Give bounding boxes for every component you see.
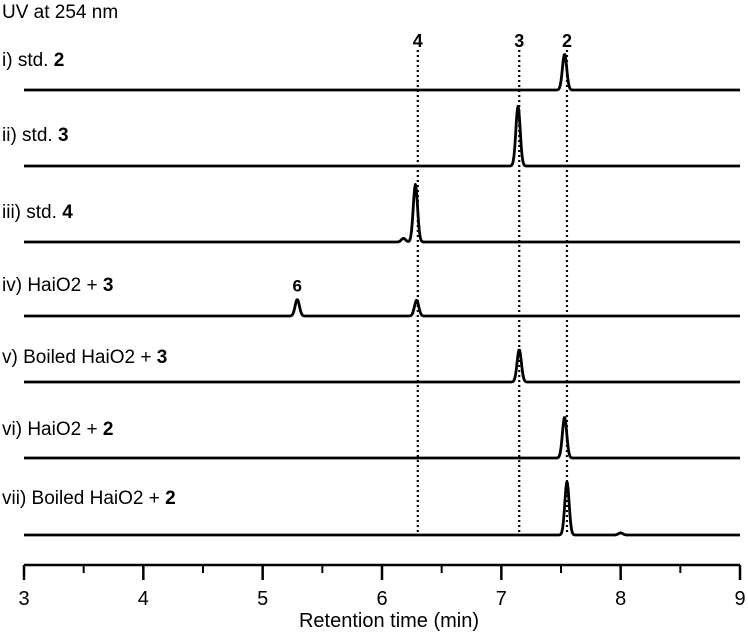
peak-apex xyxy=(563,416,566,418)
tick-label-8: 8 xyxy=(615,588,626,610)
trace-label-prefix: i) std. xyxy=(2,50,54,71)
trace-label-compound: 3 xyxy=(103,275,114,296)
trace-line xyxy=(23,298,741,318)
trace-6: vi) HaiO2 + 2 xyxy=(2,416,741,460)
trace-2: ii) std. 3 xyxy=(2,104,741,168)
peak-apex xyxy=(563,53,566,55)
tick-label-7: 7 xyxy=(496,588,507,610)
peak-apex xyxy=(620,532,622,534)
trace-label-prefix: vii) Boiled HaiO2 + xyxy=(2,488,165,509)
trace-label: v) Boiled HaiO2 + 3 xyxy=(2,347,167,368)
trace-line xyxy=(23,183,741,244)
trace-label-prefix: v) Boiled HaiO2 + xyxy=(2,347,157,368)
trace-label-prefix: iv) HaiO2 + xyxy=(2,275,103,296)
trace-label-compound: 2 xyxy=(165,488,176,509)
reference-label-2: 2 xyxy=(562,31,572,51)
peak-apex xyxy=(518,349,520,351)
tick-label-5: 5 xyxy=(257,588,268,610)
trace-line xyxy=(23,104,741,168)
trace-5: v) Boiled HaiO2 + 3 xyxy=(2,347,741,384)
trace-label: iii) std. 4 xyxy=(2,202,73,223)
trace-label-prefix: iii) std. xyxy=(2,202,62,223)
tick-label-4: 4 xyxy=(138,588,149,610)
trace-line xyxy=(23,53,741,92)
peak-apex xyxy=(517,105,519,107)
peak-apex xyxy=(402,237,405,239)
trace-label: iv) HaiO2 + 3 xyxy=(2,275,113,296)
x-axis-label: Retention time (min) xyxy=(299,610,479,632)
trace-line xyxy=(23,416,741,460)
trace-label: vi) HaiO2 + 2 xyxy=(2,419,113,440)
trace-label-compound: 3 xyxy=(157,347,168,368)
peak-apex xyxy=(416,299,418,301)
peak-apex xyxy=(296,298,298,301)
trace-label-prefix: vi) HaiO2 + xyxy=(2,419,103,440)
trace-label: ii) std. 3 xyxy=(2,125,69,146)
trace-label-compound: 2 xyxy=(103,419,114,440)
chart-title: UV at 254 nm xyxy=(2,2,118,23)
trace-7: vii) Boiled HaiO2 + 2 xyxy=(2,481,741,537)
tick-label-3: 3 xyxy=(18,588,29,610)
reference-label-4: 4 xyxy=(413,31,423,51)
trace-3: iii) std. 4 xyxy=(2,183,741,244)
chromatogram-traces: i) std. 2 ii) std. 3 iii) std. 4 iv) HaiO2 … xyxy=(2,50,741,537)
reference-label-3: 3 xyxy=(514,31,524,51)
tick-label-9: 9 xyxy=(734,588,745,610)
x-axis: 3 4 5 6 7 8 9 xyxy=(18,563,746,610)
trace-1: i) std. 2 xyxy=(2,50,741,92)
trace-label-compound: 4 xyxy=(62,202,73,223)
tick-label-6: 6 xyxy=(376,588,387,610)
peak-apex xyxy=(566,481,568,483)
trace-4: iv) HaiO2 + 3 6 xyxy=(2,275,741,318)
trace-label-prefix: ii) std. xyxy=(2,125,58,146)
trace-label: i) std. 2 xyxy=(2,50,64,71)
trace-label: vii) Boiled HaiO2 + 2 xyxy=(2,488,176,509)
peak-apex xyxy=(414,183,417,185)
trace-label-compound: 3 xyxy=(58,125,69,146)
peak-label-6: 6 xyxy=(293,276,302,295)
trace-line xyxy=(23,348,741,384)
trace-label-compound: 2 xyxy=(54,50,65,71)
